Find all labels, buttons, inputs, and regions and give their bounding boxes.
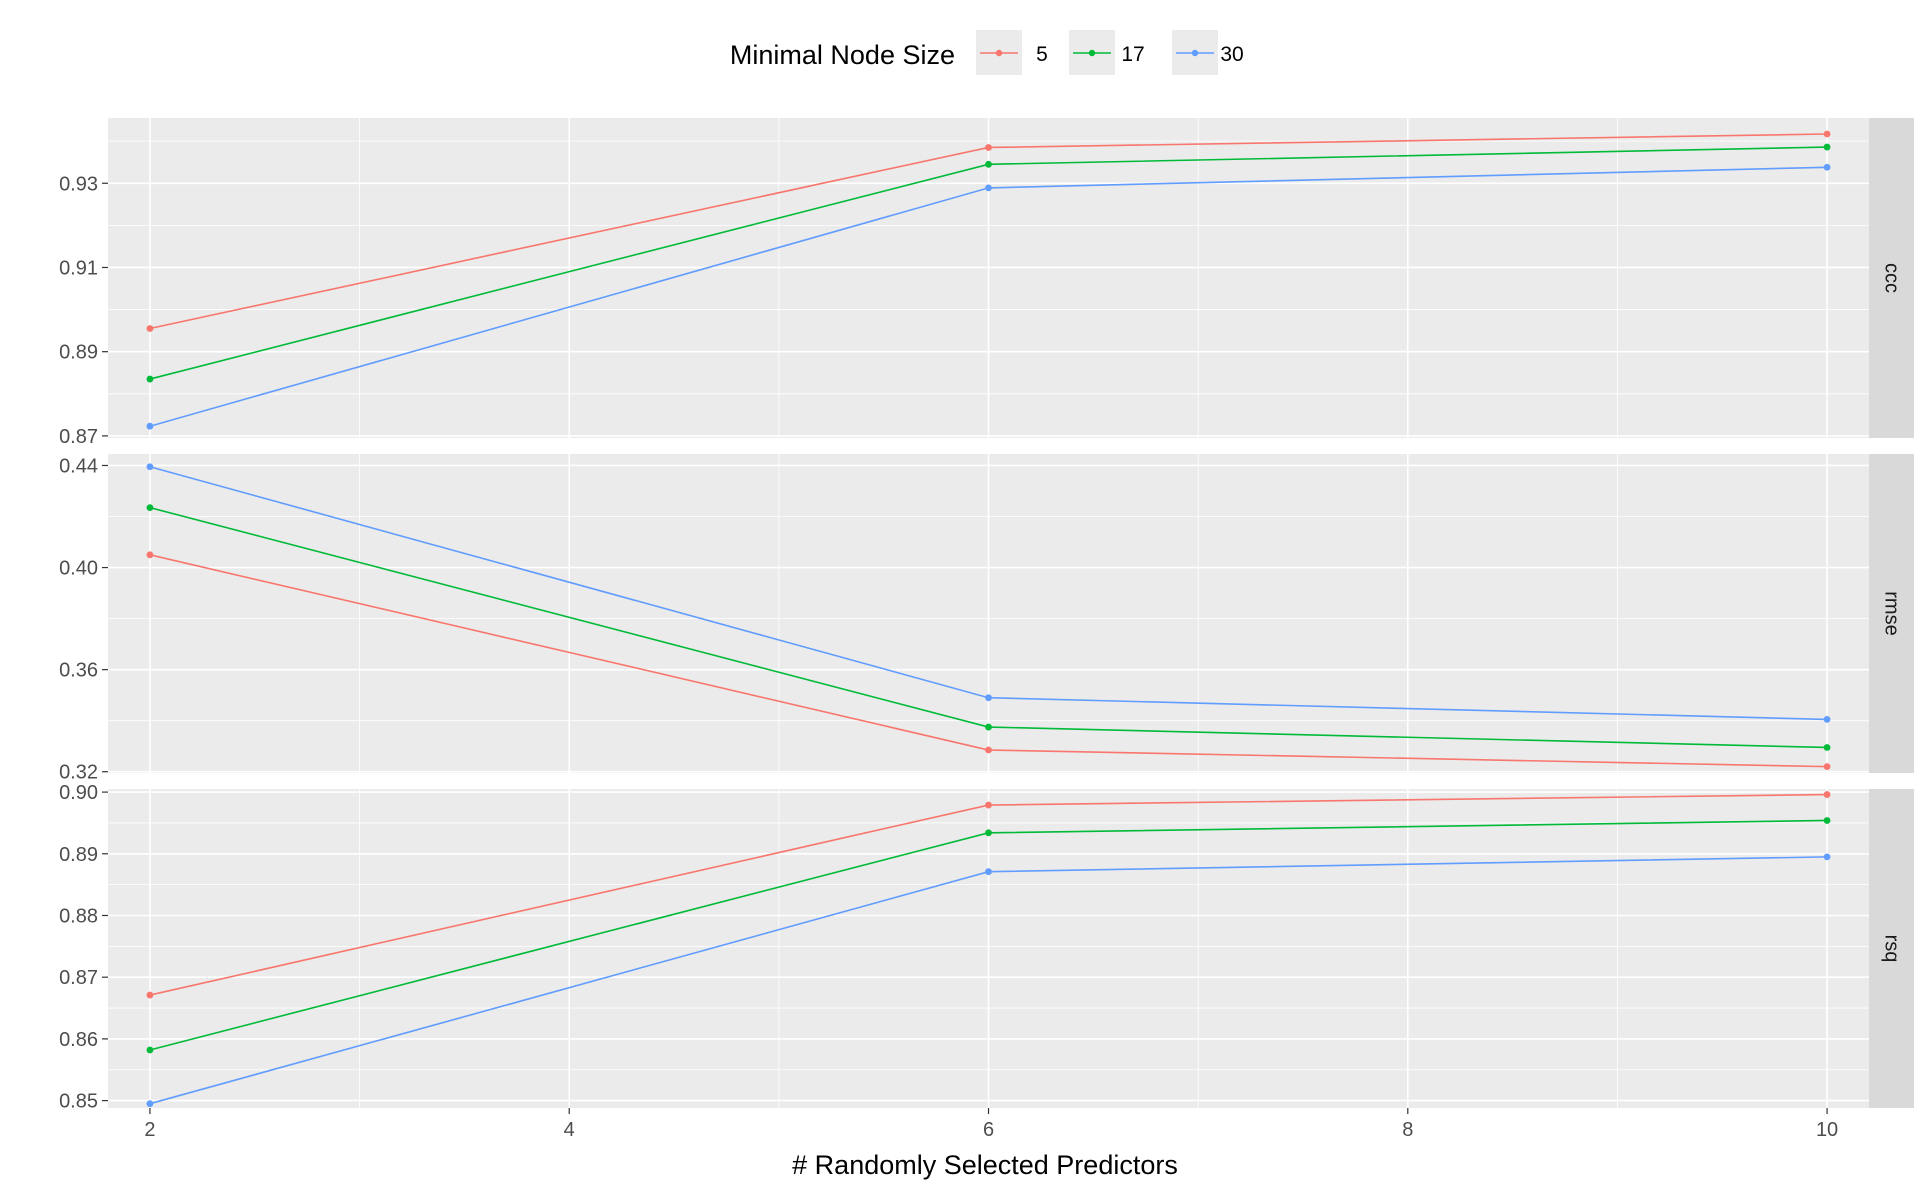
y-tick-label: 0.89 bbox=[59, 342, 98, 364]
x-axis-title: # Randomly Selected Predictors bbox=[792, 1150, 1178, 1180]
data-point-17-x6 bbox=[985, 160, 992, 168]
legend-key-point bbox=[1088, 49, 1096, 57]
data-point-30-x10 bbox=[1823, 853, 1831, 861]
data-point-30-x6 bbox=[985, 868, 992, 876]
data-point-30-x2 bbox=[146, 422, 154, 430]
data-point-5-x10 bbox=[1823, 791, 1831, 798]
data-point-5-x6 bbox=[985, 144, 992, 151]
series-5 bbox=[146, 130, 1831, 332]
data-point-5-x10 bbox=[1823, 130, 1831, 138]
facet-strip bbox=[1869, 118, 1914, 438]
data-point-30-x10 bbox=[1823, 716, 1831, 723]
data-point-5-x2 bbox=[146, 325, 154, 332]
y-tick-label: 0.90 bbox=[59, 782, 98, 804]
facet-panel-ccc: 0.87 0.89 0.91 0.93 ccc bbox=[59, 118, 1914, 448]
x-tick-label: 10 bbox=[1816, 1119, 1838, 1141]
legend: Minimal Node Size 5 17 30 bbox=[730, 30, 1244, 75]
data-point-30-x6 bbox=[985, 184, 992, 192]
legend-entries: 5 17 30 bbox=[976, 30, 1244, 75]
legend-key-point bbox=[995, 49, 1003, 57]
series-17 bbox=[146, 504, 1831, 751]
facet-strip bbox=[1869, 454, 1914, 773]
y-tick-label: 0.40 bbox=[59, 558, 98, 580]
data-point-17-x10 bbox=[1823, 143, 1831, 151]
legend-key-point bbox=[1191, 49, 1199, 57]
data-point-30-x10 bbox=[1823, 163, 1831, 171]
y-tick-label: 0.89 bbox=[59, 844, 98, 866]
data-point-17-x2 bbox=[146, 375, 154, 383]
series-30 bbox=[146, 853, 1831, 1108]
y-tick-label: 0.32 bbox=[59, 762, 98, 784]
legend-title: Minimal Node Size bbox=[730, 40, 955, 70]
data-point-5-x6 bbox=[985, 801, 992, 809]
data-point-17-x2 bbox=[146, 1046, 154, 1054]
y-tick-label: 0.44 bbox=[59, 455, 98, 477]
legend-entry-17: 17 bbox=[1069, 30, 1145, 75]
x-tick-label: 8 bbox=[1402, 1119, 1413, 1141]
legend-label: 30 bbox=[1220, 43, 1243, 66]
facet-panel-rsq: 0.85 0.86 0.87 0.88 0.89 0.90 rsq bbox=[59, 782, 1914, 1113]
facet-panels: 0.870.890.910.93ccc0.320.360.400.44rmse0… bbox=[59, 118, 1914, 1113]
facet-panel-rmse: 0.32 0.36 0.40 0.44 rmse bbox=[59, 454, 1914, 784]
data-point-5-x6 bbox=[985, 746, 992, 754]
facet-strip-label: rsq bbox=[1881, 935, 1903, 963]
data-point-17-x6 bbox=[985, 723, 992, 731]
data-point-30-x2 bbox=[146, 463, 154, 471]
data-point-17-x6 bbox=[985, 829, 992, 837]
facet-strip bbox=[1869, 789, 1914, 1108]
y-tick-label: 0.93 bbox=[59, 173, 98, 195]
facet-strip-label: rmse bbox=[1881, 591, 1903, 635]
data-point-30-x6 bbox=[985, 694, 992, 702]
data-point-30-x2 bbox=[146, 1100, 154, 1108]
data-point-17-x2 bbox=[146, 504, 154, 511]
facet-strip-label: ccc bbox=[1881, 263, 1903, 293]
legend-label: 17 bbox=[1121, 43, 1144, 66]
y-tick-label: 0.36 bbox=[59, 660, 98, 682]
y-tick-label: 0.87 bbox=[59, 967, 98, 989]
series-17 bbox=[146, 143, 1831, 383]
series-30 bbox=[146, 463, 1831, 723]
legend-entry-30: 30 bbox=[1172, 30, 1244, 75]
y-tick-label: 0.91 bbox=[59, 257, 98, 279]
y-tick-label: 0.88 bbox=[59, 905, 98, 927]
series-17 bbox=[146, 817, 1831, 1054]
series-30 bbox=[146, 163, 1831, 430]
data-point-5-x2 bbox=[146, 551, 154, 559]
x-tick-label: 2 bbox=[144, 1119, 155, 1141]
data-point-17-x10 bbox=[1823, 744, 1831, 751]
legend-label: 5 bbox=[1036, 43, 1048, 66]
x-tick-label: 6 bbox=[983, 1119, 994, 1141]
series-5 bbox=[146, 791, 1831, 999]
y-tick-label: 0.87 bbox=[59, 426, 98, 448]
series-5 bbox=[146, 551, 1831, 771]
data-point-17-x10 bbox=[1823, 817, 1831, 824]
x-tick-label: 4 bbox=[564, 1119, 575, 1141]
y-tick-label: 0.86 bbox=[59, 1029, 98, 1051]
x-axis: 2 4 6 8 10 bbox=[144, 1108, 1838, 1141]
legend-entry-5: 5 bbox=[976, 30, 1048, 75]
y-tick-label: 0.85 bbox=[59, 1091, 98, 1113]
data-point-5-x10 bbox=[1823, 763, 1831, 771]
data-point-5-x2 bbox=[146, 991, 154, 999]
